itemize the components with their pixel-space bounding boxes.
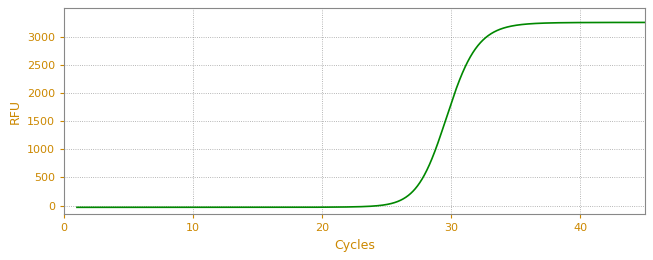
Y-axis label: RFU: RFU — [8, 99, 22, 124]
X-axis label: Cycles: Cycles — [334, 239, 375, 252]
